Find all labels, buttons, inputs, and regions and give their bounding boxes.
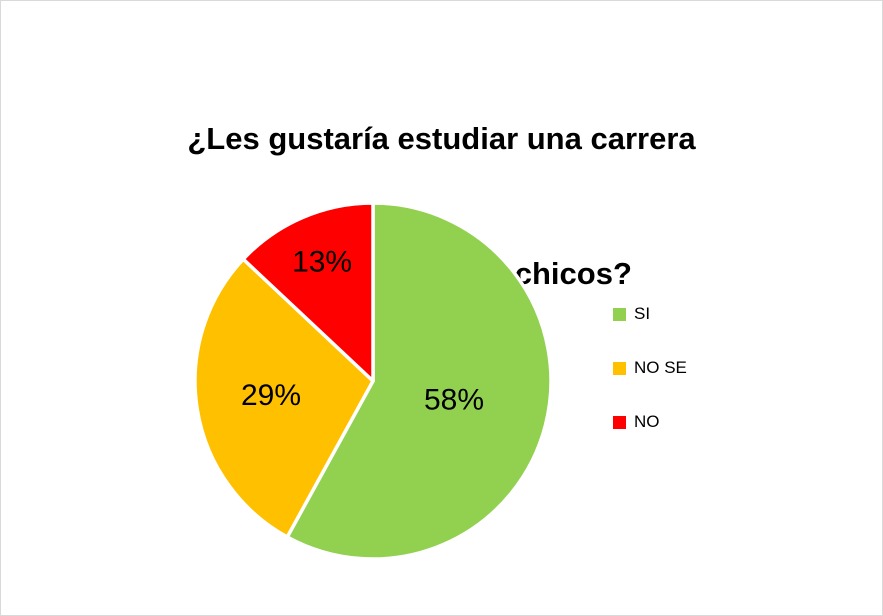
legend-swatch-si [613,307,626,321]
legend-label-no: NO [634,412,660,431]
chart-title-line1: ¿Les gustaría estudiar una carrera [187,120,696,156]
legend-item-no: NO [613,412,687,432]
legend-label-si: SI [634,304,651,323]
pie-slice-label: 29% [241,379,301,412]
pie-slice-no-se [193,257,375,539]
legend-item-si: SI [613,304,687,324]
pie-slice-si [285,201,553,561]
pie-slice-no [241,201,375,383]
pie-slice-label: 58% [424,384,484,417]
chart-legend: SI NO SE NO [613,304,687,432]
legend-item-no-se: NO SE [613,358,687,378]
legend-swatch-no [613,415,626,429]
legend-swatch-no-se [613,361,626,375]
legend-label-no-se: NO SE [634,358,687,377]
pie-slice-label: 13% [292,245,352,278]
